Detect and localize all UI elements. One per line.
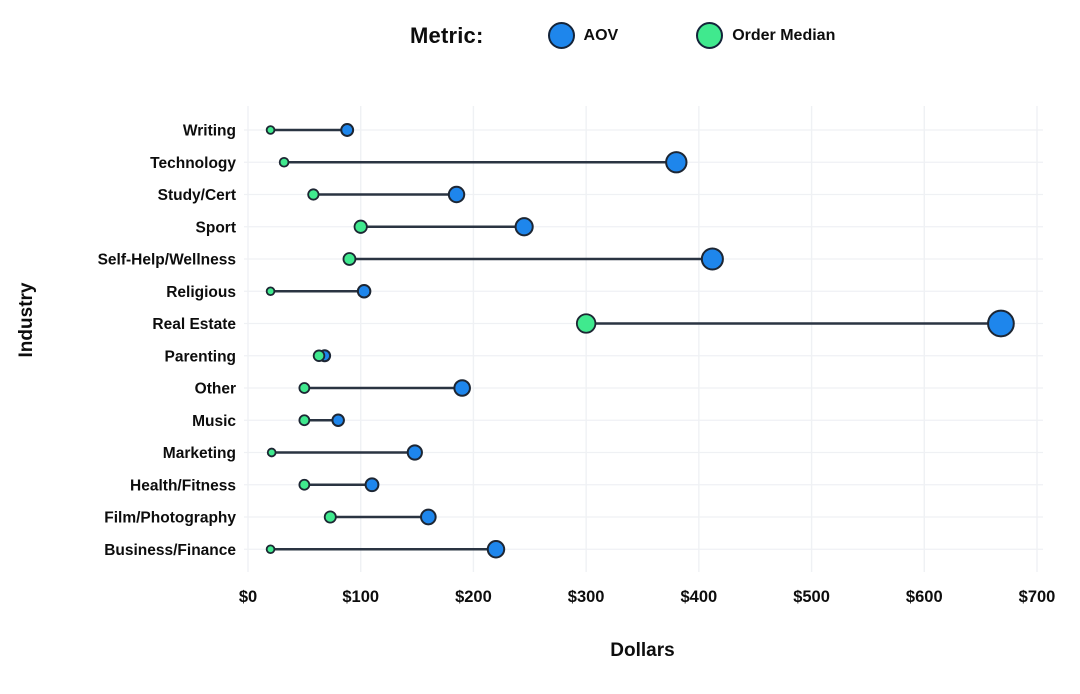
aov-point: [340, 123, 355, 137]
y-category-label: Technology: [150, 155, 236, 172]
y-category-label: Film/Photography: [104, 510, 236, 527]
y-category-label: Sport: [196, 219, 236, 236]
order-median-point: [266, 447, 277, 458]
legend-item-label: AOV: [583, 26, 619, 44]
order-median-point: [312, 349, 326, 362]
aov-point: [453, 379, 471, 397]
y-category-label: Business/Finance: [104, 542, 236, 559]
order-median-point: [298, 478, 311, 491]
order-median-point: [575, 313, 597, 334]
x-axis-title: Dollars: [610, 640, 674, 661]
aov-point: [486, 540, 506, 559]
aov-point: [406, 444, 423, 461]
order-median-point: [265, 125, 276, 135]
y-category-label: Study/Cert: [158, 187, 236, 204]
order-median-swatch-icon: [696, 22, 724, 49]
order-median-point: [298, 414, 311, 427]
y-category-label: Real Estate: [152, 316, 236, 333]
x-tick-label: $0: [239, 588, 257, 606]
legend-item-aov[interactable]: AOV: [547, 22, 619, 49]
aov-point: [700, 247, 724, 271]
y-category-label: Self-Help/Wellness: [98, 252, 236, 269]
aov-point: [987, 309, 1015, 338]
y-category-label: Writing: [183, 123, 236, 140]
order-median-point: [353, 219, 368, 234]
aov-swatch-icon: [547, 22, 575, 49]
y-axis-title: Industry: [16, 282, 37, 357]
legend: Metric: AOV Order Median: [410, 22, 913, 49]
x-tick-label: $300: [568, 588, 605, 606]
legend-item-order-median[interactable]: Order Median: [696, 22, 835, 49]
aov-point: [514, 217, 534, 237]
y-category-label: Music: [192, 413, 236, 430]
x-tick-label: $700: [1019, 588, 1056, 606]
order-median-point: [265, 286, 276, 297]
order-median-point: [307, 188, 320, 201]
y-category-label: Parenting: [165, 348, 236, 365]
x-tick-label: $200: [455, 588, 492, 606]
order-median-point: [323, 510, 337, 524]
y-category-label: Health/Fitness: [130, 477, 236, 494]
x-tick-label: $100: [342, 588, 379, 606]
aov-point: [665, 151, 688, 174]
x-tick-label: $400: [680, 588, 717, 606]
order-median-point: [342, 252, 357, 266]
aov-point: [364, 477, 380, 493]
y-category-label: Other: [195, 381, 236, 398]
x-tick-label: $500: [793, 588, 830, 606]
legend-title: Metric:: [410, 22, 484, 48]
legend-item-label: Order Median: [732, 26, 836, 44]
x-tick-label: $600: [906, 588, 943, 606]
aov-point: [420, 508, 437, 526]
y-category-label: Marketing: [163, 445, 236, 462]
aov-point: [331, 413, 345, 428]
aov-point: [447, 185, 466, 204]
order-median-point: [298, 382, 311, 394]
order-median-point: [265, 544, 276, 555]
aov-point: [356, 283, 372, 299]
order-median-point: [278, 156, 290, 168]
y-category-label: Religious: [166, 284, 236, 301]
